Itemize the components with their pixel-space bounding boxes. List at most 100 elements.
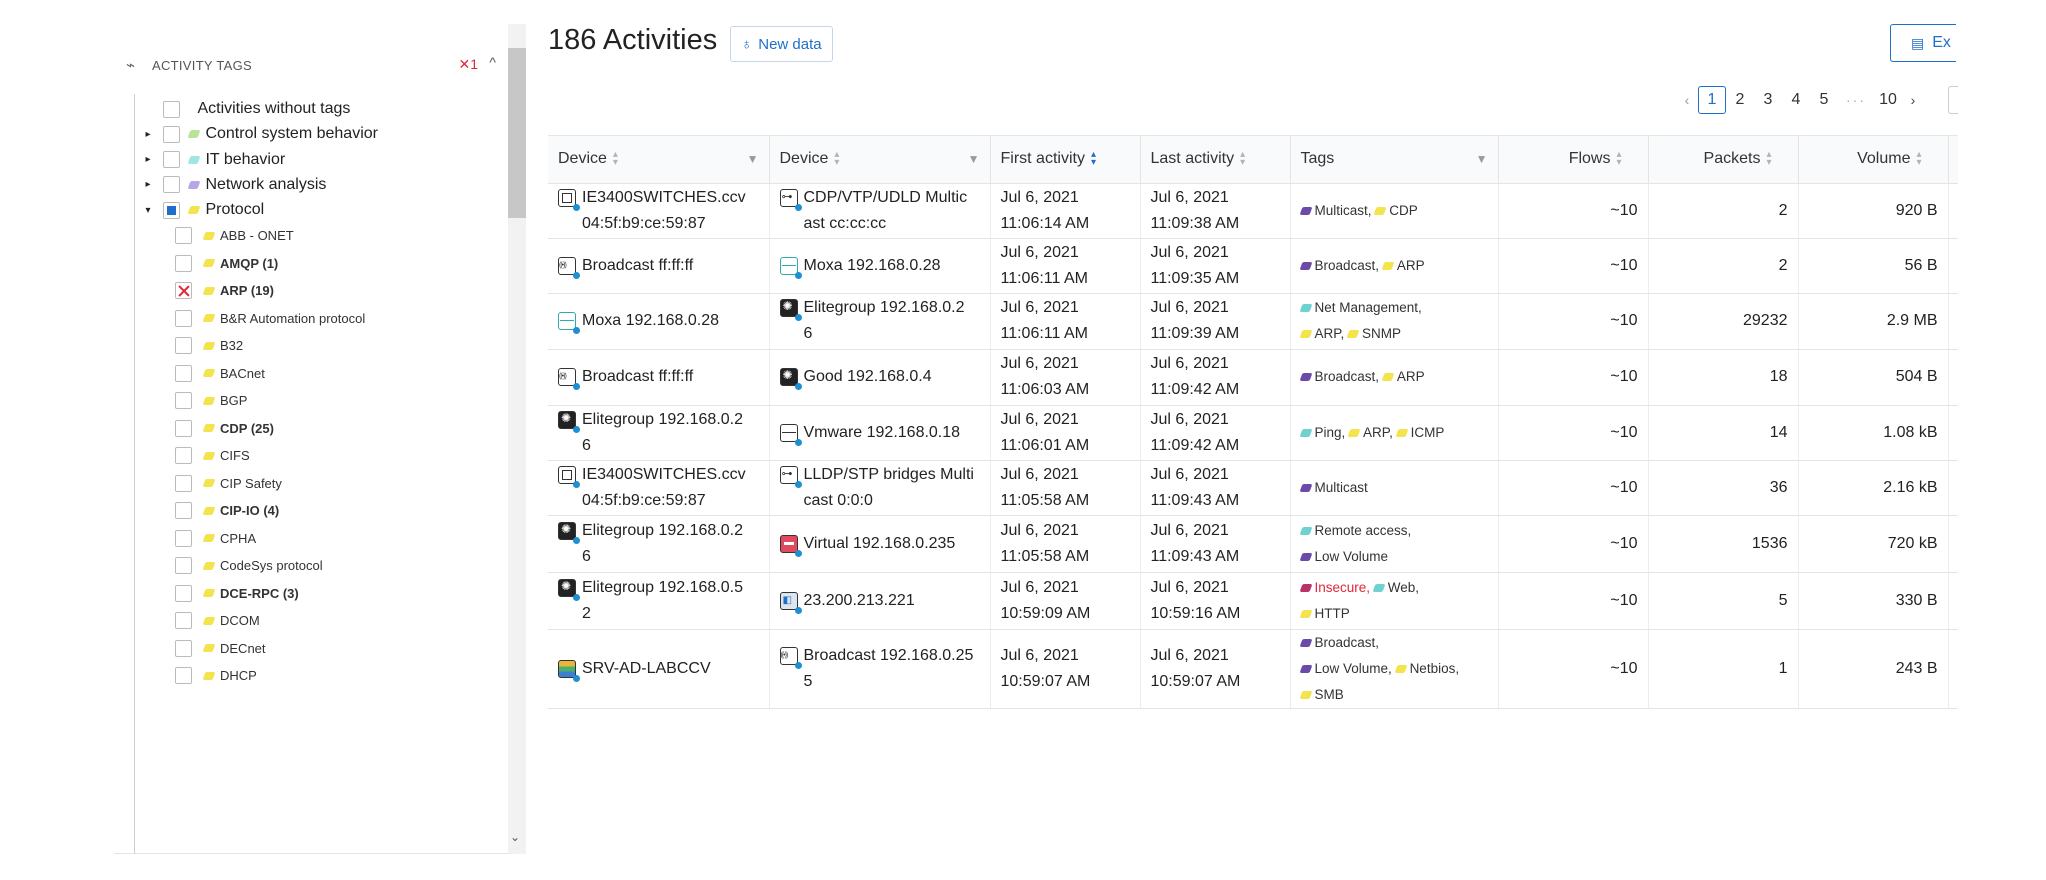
destination-device-cell[interactable]: CDP/VTP/UDLD Multic ast cc:cc:cc [769, 183, 991, 239]
sort-icon[interactable]: ▴ ▾ [612, 149, 618, 169]
tree-item[interactable]: AMQP (1) [175, 248, 278, 278]
destination-device-cell[interactable]: Virtual 192.168.0.235 [769, 515, 991, 573]
destination-device-cell[interactable]: 23.200.213.221 [769, 572, 991, 630]
tree-checkbox[interactable] [175, 419, 192, 437]
device-name[interactable]: Vmware 192.168.0.18 [804, 420, 961, 446]
tree-checkbox[interactable] [175, 309, 192, 327]
column-header-destination-device[interactable]: Device ▴ ▾ ▼ [769, 136, 991, 184]
tree-item[interactable]: ▾ Protocol [141, 195, 264, 225]
sort-icon[interactable]: ▴ ▾ [1616, 149, 1622, 169]
column-header-first-activity[interactable]: First activity ▴ ▾ [990, 136, 1141, 184]
tree-checkbox[interactable] [175, 474, 192, 492]
destination-device-cell[interactable]: Broadcast 192.168.0.25 5 [769, 629, 991, 709]
sort-icon[interactable]: ▴ ▾ [834, 149, 840, 169]
caret-right-icon[interactable]: ▸ [145, 154, 151, 166]
activity-tag[interactable]: CDP [1373, 203, 1418, 218]
tree-checkbox[interactable] [175, 612, 192, 629]
column-header-source-device[interactable]: Device ▴ ▾ ▼ [548, 136, 770, 184]
tree-item[interactable]: ▸ Control system behavior [141, 119, 378, 149]
tree-checkbox[interactable] [163, 151, 181, 169]
device-name[interactable]: Broadcast ff:ff:ff [582, 253, 693, 279]
device-name[interactable]: Elitegroup 192.168.0.2 6 [804, 295, 965, 347]
caret-right-icon[interactable]: ▸ [145, 128, 151, 140]
filter-icon[interactable]: ▼ [967, 152, 980, 166]
activity-tag[interactable]: Insecure, [1299, 580, 1370, 595]
tree-item[interactable]: CPHA [175, 523, 256, 553]
source-device-cell[interactable]: Elitegroup 192.168.0.5 2 [548, 572, 770, 630]
tree-item[interactable]: CodeSys protocol [175, 551, 323, 581]
column-header-flows[interactable]: Flows ▴ ▾ [1498, 136, 1649, 184]
device-name[interactable]: CDP/VTP/UDLD Multic ast cc:cc:cc [804, 185, 968, 237]
tree-checkbox[interactable] [175, 529, 192, 547]
tree-item[interactable]: DECnet [175, 633, 266, 663]
activity-tag[interactable]: ARP, [1347, 425, 1393, 440]
tree-item[interactable]: CIP-IO (4) [175, 496, 279, 526]
activity-tag[interactable]: Remote access, [1299, 523, 1411, 538]
table-row[interactable]: IE3400SWITCHES.ccv 04:5f:b9:ce:59:87 LLDP/… [548, 460, 1958, 516]
table-row[interactable]: Broadcast ff:ff:ff Good 192.168.0.4 Jul 6,… [548, 349, 1958, 406]
table-row[interactable]: Elitegroup 192.168.0.2 6 Virtual 192.168.0… [548, 515, 1958, 573]
next-page-icon[interactable]: › [1910, 92, 1916, 108]
destination-device-cell[interactable]: Vmware 192.168.0.18 [769, 405, 991, 461]
sort-icon[interactable]: ▴ ▾ [1240, 149, 1246, 169]
device-name[interactable]: Elitegroup 192.168.0.2 6 [582, 407, 743, 459]
activity-tag[interactable]: SMB [1299, 687, 1344, 702]
filter-scrollbar-track[interactable] [508, 24, 526, 854]
tree-item[interactable]: BGP [175, 386, 247, 416]
device-name[interactable]: Elitegroup 192.168.0.5 2 [582, 575, 743, 627]
tree-item[interactable]: CIP Safety [175, 468, 282, 498]
device-name[interactable]: IE3400SWITCHES.ccv 04:5f:b9:ce:59:87 [582, 185, 746, 237]
device-name[interactable]: Moxa 192.168.0.28 [804, 253, 941, 279]
tree-item[interactable]: ABB - ONET [175, 221, 294, 251]
tree-checkbox[interactable] [163, 201, 181, 219]
activity-tag[interactable]: Broadcast, [1299, 258, 1379, 273]
activity-tag[interactable]: HTTP [1299, 606, 1350, 621]
activity-tag[interactable]: Ping, [1299, 425, 1345, 440]
tree-item[interactable]: CDP (25) [175, 413, 274, 443]
activity-tag[interactable]: ARP, [1299, 326, 1344, 341]
tree-item[interactable]: DCOM [175, 606, 260, 636]
column-header-last-activity[interactable]: Last activity ▴ ▾ [1140, 136, 1291, 184]
source-device-cell[interactable]: Moxa 192.168.0.28 [548, 293, 770, 350]
tree-item[interactable]: Activities without tags [141, 94, 350, 124]
activity-tag[interactable]: ARP [1381, 369, 1425, 384]
tree-checkbox[interactable] [175, 392, 192, 409]
table-row[interactable]: Moxa 192.168.0.28 Elitegroup 192.168.0.2 6… [548, 293, 1958, 350]
destination-device-cell[interactable]: Elitegroup 192.168.0.2 6 [769, 293, 991, 350]
filter-icon[interactable]: ▼ [1475, 152, 1488, 166]
activity-tag[interactable]: Broadcast, [1299, 369, 1379, 384]
device-name[interactable]: IE3400SWITCHES.ccv 04:5f:b9:ce:59:87 [582, 462, 746, 514]
clear-filter-button[interactable]: ✕1 [458, 56, 478, 72]
activity-tag[interactable]: Multicast, [1299, 203, 1372, 218]
previous-page-icon[interactable]: ‹ [1684, 92, 1690, 108]
activity-tag[interactable]: SNMP [1346, 326, 1401, 341]
destination-device-cell[interactable]: Good 192.168.0.4 [769, 349, 991, 406]
tree-item[interactable]: B&R Automation protocol [175, 303, 365, 333]
tree-checkbox[interactable] [175, 584, 192, 602]
destination-device-cell[interactable]: Moxa 192.168.0.28 [769, 238, 991, 294]
source-device-cell[interactable]: IE3400SWITCHES.ccv 04:5f:b9:ce:59:87 [548, 183, 770, 239]
table-row[interactable]: Broadcast ff:ff:ff Moxa 192.168.0.28 Jul 6… [548, 238, 1958, 294]
activity-tag[interactable]: Low Volume, [1299, 661, 1392, 676]
scroll-down-icon[interactable]: ⌄ [510, 830, 521, 844]
tree-checkbox[interactable] [175, 227, 192, 244]
tree-checkbox[interactable] [175, 639, 192, 657]
activity-tag[interactable]: Multicast [1299, 480, 1368, 495]
sort-icon[interactable]: ▴ ▾ [1916, 149, 1922, 169]
device-name[interactable]: Moxa 192.168.0.28 [582, 308, 719, 334]
activity-tag[interactable]: Web, [1372, 580, 1419, 595]
tree-checkbox[interactable] [175, 254, 192, 272]
sort-desc-icon[interactable]: ▴ ▾ [1090, 149, 1096, 169]
tree-item[interactable]: ARP (19) [175, 276, 274, 306]
chevron-up-icon[interactable]: ^ [489, 54, 496, 70]
column-header-tags[interactable]: Tags ▼ [1290, 136, 1499, 184]
caret-down-icon[interactable]: ▾ [145, 204, 151, 216]
device-name[interactable]: 23.200.213.221 [804, 588, 915, 614]
tree-checkbox[interactable] [163, 125, 181, 143]
table-row[interactable]: Elitegroup 192.168.0.5 2 23.200.213.221 Jul… [548, 572, 1958, 630]
tree-checkbox[interactable] [175, 364, 192, 382]
tree-checkbox[interactable] [175, 447, 192, 464]
activity-tag[interactable]: Net Management, [1299, 300, 1422, 315]
column-header-packets[interactable]: Packets ▴ ▾ [1648, 136, 1799, 184]
table-row[interactable]: SRV-AD-LABCCV Broadcast 192.168.0.25 5 Jul … [548, 629, 1958, 709]
